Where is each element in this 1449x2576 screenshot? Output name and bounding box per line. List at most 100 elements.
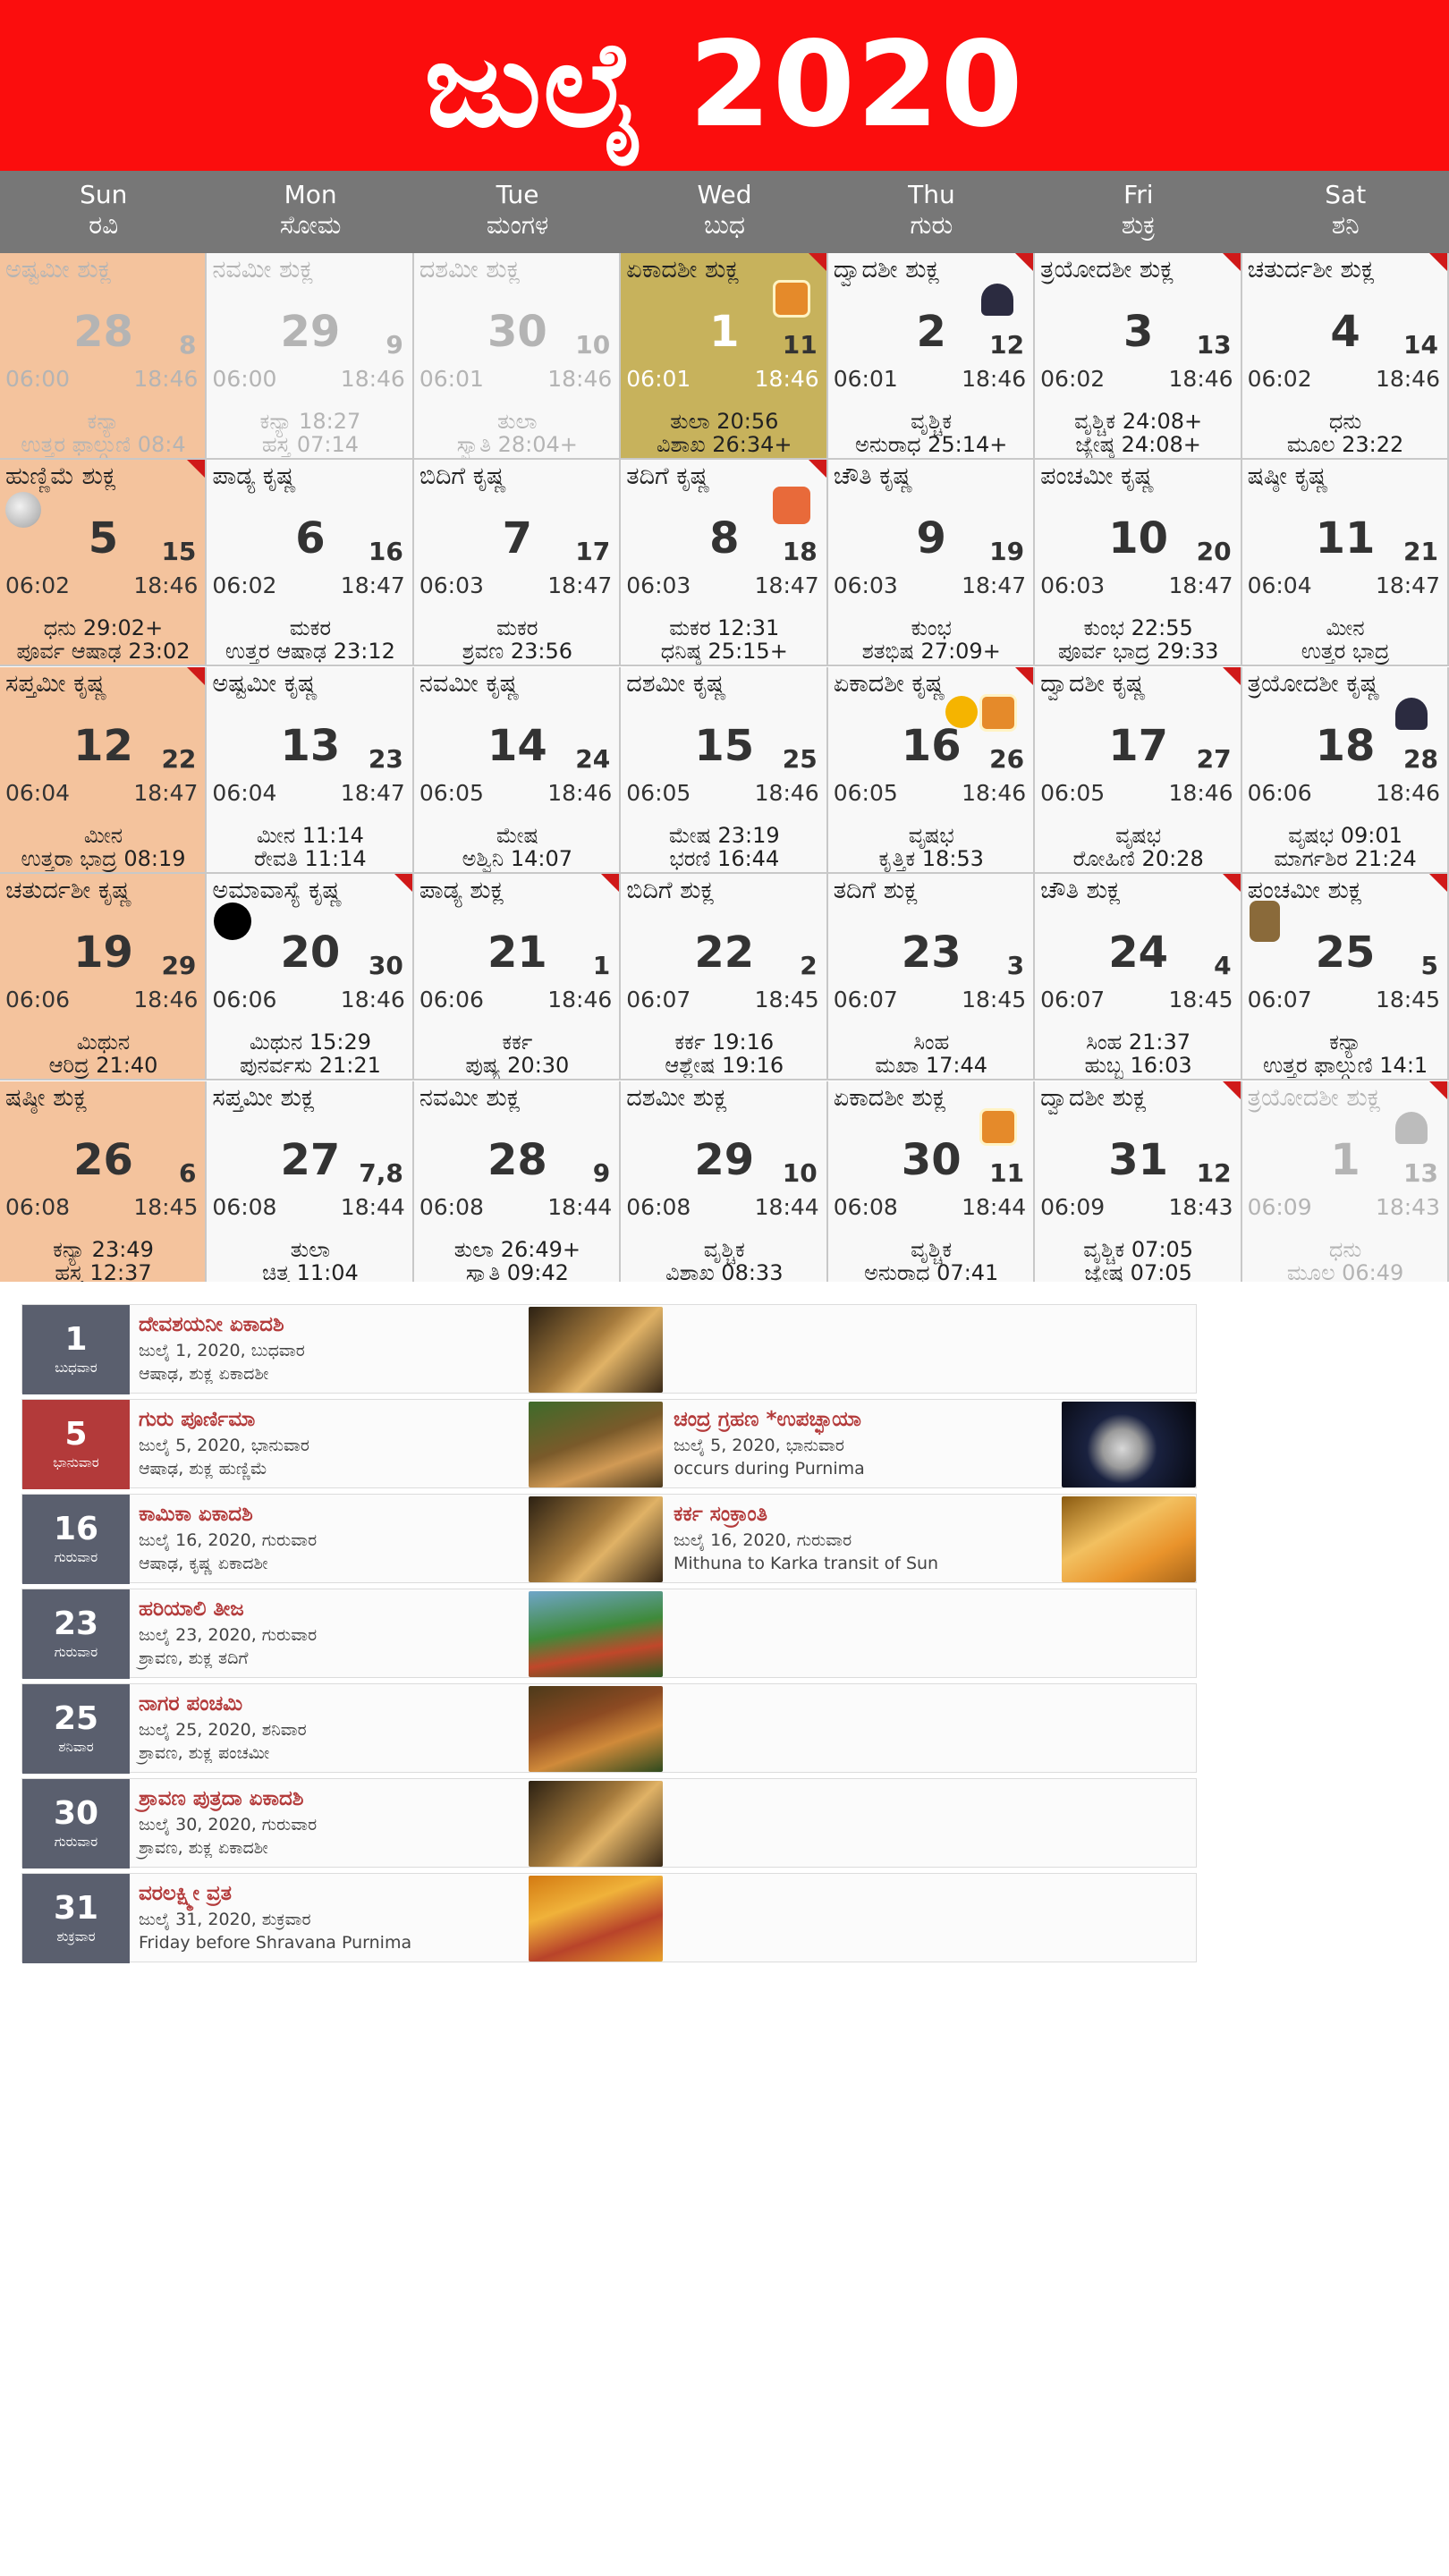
- sun-times: 06:02 18:46: [5, 572, 198, 598]
- day-cell[interactable]: ಬಿದಿಗೆ ಶುಕ್ಲ 22 2 06:07 18:45 ಕರ್ಕ 19:16 ಆಶ್ಲೇ…: [621, 874, 828, 1081]
- festival-row[interactable]: 1 ಬುಧವಾರ ದೇವಶಯನೀ ಏಕಾದಶಿ ಜುಲೈ 1, 2020, ಬುಧವಾ…: [21, 1304, 1197, 1394]
- sunrise-time: 06:06: [419, 987, 484, 1013]
- event-marker-icon: [1222, 1080, 1241, 1099]
- lunar-day-number: 2: [800, 951, 818, 981]
- sun-image[interactable]: [1062, 1496, 1196, 1582]
- day-cell[interactable]: ದಶಮೀ ಕೃಷ್ಣ 15 25 06:05 18:46 ಮೇಷ 23:19 ಭರಣಿ 16…: [621, 666, 828, 874]
- tithi-label: ಅಷ್ಟಮೀ ಕೃಷ್ಣ: [212, 669, 318, 698]
- day-cell[interactable]: ತ್ರಯೋದಶೀ ಶುಕ್ಲ 3 13 06:02 18:46 ವೃಶ್ಚಿಕ 24:08…: [1035, 253, 1242, 460]
- sun-times: 06:07 18:45: [1248, 987, 1440, 1013]
- weekday-sat: Sat ಶನಿ: [1242, 171, 1449, 253]
- nakshatra-label: ಮೂಲ 06:49: [1286, 1259, 1404, 1282]
- nakshatra-label: ಪುಷ್ಯ 20:30: [465, 1053, 570, 1079]
- day-cell[interactable]: ಬಿದಿಗೆ ಕೃಷ್ಣ 7 17 06:03 18:47 ಮಕರ ಶ್ರವಣ 23:56: [413, 460, 622, 667]
- day-cell[interactable]: ಚತುರ್ದಶೀ ಕೃಷ್ಣ 19 29 06:06 18:46 ಮಿಥುನ ಆರಿದ್ರ …: [0, 874, 208, 1081]
- day-cell[interactable]: ದ್ವಾದಶೀ ಶುಕ್ಲ 31 12 06:09 18:43 ವೃಶ್ಚಿಕ 07:05…: [1035, 1080, 1242, 1282]
- tithi-label: ನವಮೀ ಶುಕ್ಲ: [419, 1083, 521, 1112]
- festival-row[interactable]: 5 ಭಾನುವಾರ ಗುರು ಪೂರ್ಣಿಮಾ ಜುಲೈ 5, 2020, ಭಾನುವ…: [21, 1399, 1197, 1489]
- vishnu-image[interactable]: [529, 1496, 663, 1582]
- rashi-label: ಕುಂಭ 22:55: [1083, 615, 1193, 641]
- lunar-day-number: 27: [1196, 743, 1232, 774]
- day-cell[interactable]: ಅಷ್ಟಮೀ ಕೃಷ್ಣ 13 23 06:04 18:47 ಮೀನ 11:14 ರೇವತಿ…: [207, 666, 414, 874]
- lunar-day-number: 9: [386, 330, 403, 360]
- vishnu-icon: [979, 1107, 1018, 1146]
- vishnu-image[interactable]: [529, 1307, 663, 1393]
- guru-image[interactable]: [529, 1402, 663, 1487]
- tithi-label: ಬಿದಿಗೆ ಶುಕ್ಲ: [626, 877, 715, 905]
- festival-row[interactable]: 25 ಶನಿವಾರ ನಾಗರ ಪಂಚಮಿ ಜುಲೈ 25, 2020, ಶನಿವಾರ ಶ…: [21, 1683, 1197, 1774]
- day-cell[interactable]: ಚೌತಿ ಕೃಷ್ಣ 9 19 06:03 18:47 ಕುಂಭ ಶತಭಿಷ 27:09+: [827, 460, 1036, 667]
- day-cell[interactable]: ಸಪ್ತಮೀ ಶುಕ್ಲ 27 7,8 06:08 18:44 ತುಲಾ ಚಿತ್ತ 11:…: [207, 1080, 414, 1282]
- day-cell[interactable]: ಚತುರ್ದಶೀ ಶುಕ್ಲ 4 14 06:02 18:46 ಧನು ಮೂಲ 23:22: [1241, 253, 1449, 460]
- day-cell[interactable]: ಪಾಡ್ಯ ಶುಕ್ಲ 21 1 06:06 18:46 ಕರ್ಕ ಪುಷ್ಯ 20:30: [413, 874, 622, 1081]
- event-marker-icon: [1015, 666, 1034, 685]
- festival-info: ನಾಗರ ಪಂಚಮಿ ಜುಲೈ 25, 2020, ಶನಿವಾರ ಶ್ರಾವಣ, ಶ…: [139, 1690, 307, 1765]
- day-cell[interactable]: ಷಷ್ಠೀ ಕೃಷ್ಣ 11 21 06:04 18:47 ಮೀನ ಉತ್ತರ ಭಾದ್ರ: [1241, 460, 1449, 667]
- festival-description: occurs during Purnima: [674, 1459, 865, 1479]
- festival-name-link[interactable]: ಚಂದ್ರ ಗ್ರಹಣ *ಉಪಚ್ಛಾಯಾ: [674, 1408, 861, 1431]
- vishnu-image[interactable]: [529, 1781, 663, 1867]
- sunset-time: 18:47: [962, 572, 1027, 599]
- day-cell[interactable]: ನವಮೀ ಕೃಷ್ಣ 14 24 06:05 18:46 ಮೇಷ ಅಶ್ವಿನಿ 14:07: [413, 666, 622, 874]
- rashi-label: ತುಲಾ: [497, 409, 538, 434]
- day-cell[interactable]: ಪಾಡ್ಯ ಕೃಷ್ಣ 6 16 06:02 18:47 ಮಕರ ಉತ್ತರ ಆಷಾಢ 23…: [207, 460, 414, 667]
- event-marker-icon: [1222, 253, 1241, 271]
- festival-name-link[interactable]: ನಾಗರ ಪಂಚಮಿ: [139, 1692, 243, 1716]
- lakshmi-image[interactable]: [529, 1876, 663, 1962]
- day-number: 27: [280, 1134, 341, 1185]
- day-cell[interactable]: ಚೌತಿ ಶುಕ್ಲ 24 4 06:07 18:45 ಸಿಂಹ 21:37 ಹುಬ್ಬ 1…: [1035, 874, 1242, 1081]
- day-cell[interactable]: ಏಕಾದಶೀ ಶುಕ್ಲ 1 11 06:01 18:46 ತುಲಾ 20:56 ವಿಶಾಖ…: [621, 253, 828, 460]
- eclipse-image[interactable]: [1062, 1402, 1196, 1487]
- day-cell[interactable]: ತ್ರಯೋದಶೀ ಕೃಷ್ಣ 18 28 06:06 18:46 ವೃಷಭ 09:01 ಮಾ…: [1241, 666, 1449, 874]
- day-number: 16: [901, 720, 962, 771]
- festival-name-link[interactable]: ದೇವಶಯನೀ ಏಕಾದಶಿ: [139, 1313, 284, 1336]
- day-number: 17: [1108, 720, 1169, 771]
- festival-name-link[interactable]: ಶ್ರಾವಣ ಪುತ್ರದಾ ಏಕಾದಶಿ: [139, 1787, 304, 1810]
- festival-row[interactable]: 31 ಶುಕ್ರವಾರ ವರಲಕ್ಷ್ಮೀ ವ್ರತ ಜುಲೈ 31, 2020, ಶ…: [21, 1873, 1197, 1963]
- sunset-time: 18:45: [133, 1193, 199, 1220]
- day-number: 5: [88, 513, 119, 564]
- day-cell[interactable]: ಏಕಾದಶೀ ಶುಕ್ಲ 30 11 06:08 18:44 ವೃಶ್ಚಿಕ ಅನುರಾಧ …: [827, 1080, 1036, 1282]
- festival-row[interactable]: 23 ಗುರುವಾರ ಹರಿಯಾಲಿ ತೀಜ ಜುಲೈ 23, 2020, ಗುರುವ…: [21, 1589, 1197, 1679]
- day-cell[interactable]: ಪಂಚಮೀ ಶುಕ್ಲ 25 5 06:07 18:45 ಕನ್ಯಾ ಉತ್ತರ ಫಾಲ್ಗ…: [1241, 874, 1449, 1081]
- festival-name-link[interactable]: ವರಲಕ್ಷ್ಮೀ ವ್ರತ: [139, 1882, 232, 1905]
- day-cell[interactable]: ದಶಮೀ ಶುಕ್ಲ 29 10 06:08 18:44 ವೃಶ್ಚಿಕ ವಿಶಾಖ 08:…: [621, 1080, 828, 1282]
- festival-name-link[interactable]: ಕರ್ಕ ಸಂಕ್ರಾಂತಿ: [674, 1503, 767, 1526]
- nakshatra-label: ಚಿತ್ತ 11:04: [262, 1259, 359, 1282]
- teej-image[interactable]: [529, 1591, 663, 1677]
- tithi-label: ಚತುರ್ದಶೀ ಶುಕ್ಲ: [1247, 256, 1376, 284]
- sun-times: 06:00 18:46: [5, 366, 198, 392]
- day-cell[interactable]: ತದಿಗೆ ಕೃಷ್ಣ 8 18 06:03 18:47 ಮಕರ 12:31 ಧನಿಷ್ಠ …: [621, 460, 828, 667]
- day-cell[interactable]: ದಶಮೀ ಶುಕ್ಲ 30 10 06:01 18:46 ತುಲಾ ಸ್ವಾತಿ 28:04…: [413, 253, 622, 460]
- sun-times: 06:07 18:45: [626, 987, 818, 1013]
- festival-info: ದೇವಶಯನೀ ಏಕಾದಶಿ ಜುಲೈ 1, 2020, ಬುಧವಾರ ಆಷಾಢ, …: [139, 1310, 305, 1385]
- day-cell[interactable]: ಅಮಾವಾಸ್ಯೆ ಕೃಷ್ಣ 20 30 06:06 18:46 ಮಿಥುನ 15:29…: [207, 874, 414, 1081]
- lunar-day-number: 9: [592, 1157, 611, 1188]
- festival-name-link[interactable]: ಹರಿಯಾಲಿ ತೀಜ: [139, 1597, 244, 1621]
- day-cell[interactable]: ನವಮೀ ಶುಕ್ಲ 28 9 06:08 18:44 ತುಲಾ 26:49+ ಸ್ವಾತಿ…: [413, 1080, 622, 1282]
- day-cell[interactable]: ಷಷ್ಠೀ ಶುಕ್ಲ 26 6 06:08 18:45 ಕನ್ಯಾ 23:49 ಹಸ್ತ …: [0, 1080, 208, 1282]
- naga-image[interactable]: [529, 1686, 663, 1772]
- day-cell[interactable]: ಹುಣ್ಣಿಮೆ ಶುಕ್ಲ 5 15 06:02 18:46 ಧನು 29:02+ ಪೂರ…: [0, 460, 208, 667]
- day-cell[interactable]: ದ್ವಾದಶೀ ಶುಕ್ಲ 2 12 06:01 18:46 ವೃಶ್ಚಿಕ ಅನುರಾಧ …: [827, 253, 1036, 460]
- lunar-day-number: 29: [161, 951, 197, 981]
- festival-name-link[interactable]: ಗುರು ಪೂರ್ಣಿಮಾ: [139, 1408, 256, 1431]
- festival-row[interactable]: 30 ಗುರುವಾರ ಶ್ರಾವಣ ಪುತ್ರದಾ ಏಕಾದಶಿ ಜುಲೈ 30, 2…: [21, 1778, 1197, 1868]
- day-cell[interactable]: ತದಿಗೆ ಶುಕ್ಲ 23 3 06:07 18:45 ಸಿಂಹ ಮಖಾ 17:44: [827, 874, 1036, 1081]
- weekday-english-label: Thu: [908, 180, 955, 209]
- day-number: 1: [1330, 1134, 1360, 1185]
- day-cell[interactable]: ಅಷ್ಟಮೀ ಶುಕ್ಲ 28 8 06:00 18:46 ಕನ್ಯಾ ಉತ್ತರ ಫಾಲ್…: [0, 253, 208, 460]
- day-cell[interactable]: ಏಕಾದಶೀ ಕೃಷ್ಣ 16 26 06:05 18:46 ವೃಷಭ ಕೃತ್ತಿಕ 18…: [827, 666, 1036, 874]
- day-cell[interactable]: ಪಂಚಮೀ ಕೃಷ್ಣ 10 20 06:03 18:47 ಕುಂಭ 22:55 ಪೂರ್ವ…: [1035, 460, 1242, 667]
- tithi-label: ನವಮೀ ಶುಕ್ಲ: [212, 256, 314, 284]
- month-title-bar: ಜುಲೈ 2020: [0, 0, 1449, 171]
- festival-row[interactable]: 16 ಗುರುವಾರ ಕಾಮಿಕಾ ಏಕಾದಶಿ ಜುಲೈ 16, 2020, ಗುರ…: [21, 1494, 1197, 1584]
- rashi-label: ವೃಶ್ಚಿಕ 07:05: [1083, 1236, 1194, 1262]
- day-cell[interactable]: ಸಪ್ತಮೀ ಕೃಷ್ಣ 12 22 06:04 18:47 ಮೀನ ಉತ್ತರಾ ಭಾದ್…: [0, 666, 208, 874]
- day-cell[interactable]: ದ್ವಾದಶೀ ಕೃಷ್ಣ 17 27 06:05 18:46 ವೃಷಭ ರೋಹಿಣಿ 20…: [1035, 666, 1242, 874]
- day-cell[interactable]: ತ್ರಯೋದಶೀ ಶುಕ್ಲ 1 13 06:09 18:43 ಧನು ಮೂಲ 06:49: [1241, 1080, 1449, 1282]
- festival-description: ಆಷಾಢ, ಕೃಷ್ಣ ಏಕಾದಶೀ: [139, 1554, 268, 1573]
- day-cell[interactable]: ನವಮೀ ಶುಕ್ಲ 29 9 06:00 18:46 ಕನ್ಯಾ 18:27 ಹಸ್ತ 0…: [207, 253, 414, 460]
- festival-name-link[interactable]: ಕಾಮಿಕಾ ಏಕಾದಶಿ: [139, 1503, 253, 1526]
- nakshatra-label: ಆರಿದ್ರ 21:40: [48, 1053, 158, 1079]
